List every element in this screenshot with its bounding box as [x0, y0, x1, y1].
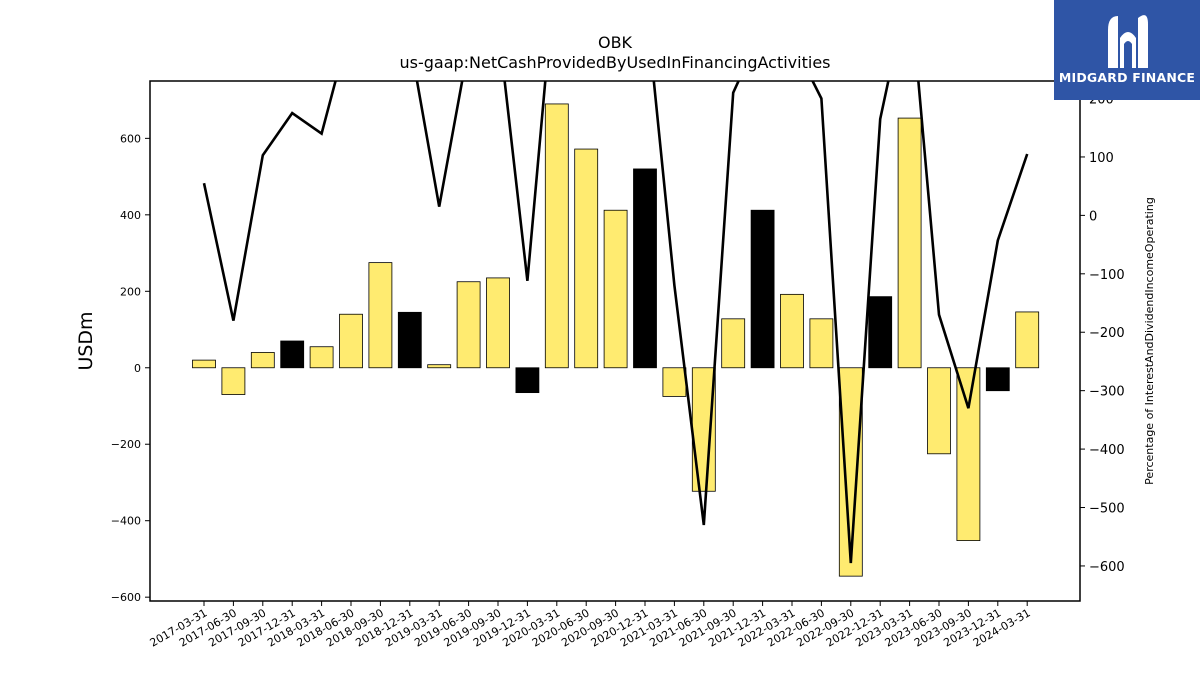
left-tick-label: −200: [111, 438, 141, 451]
left-tick-label: 400: [120, 209, 141, 222]
bar-2022-12-31: [868, 296, 893, 369]
bar-2020-12-31: [633, 168, 657, 369]
bar-2020-06-30: [574, 148, 599, 369]
bar-2021-09-30: [721, 318, 746, 369]
bar-2022-06-30: [809, 318, 834, 369]
bar-2023-12-31: [985, 367, 1010, 392]
bar-2019-03-31: [427, 364, 452, 369]
bar-2022-03-31: [780, 293, 804, 369]
chart-title: OBK: [598, 33, 633, 52]
right-tick-label: −300: [1089, 385, 1125, 400]
bar-2017-09-30: [250, 352, 275, 369]
right-tick-label: −100: [1089, 268, 1125, 283]
brand-logo: MIDGARD FINANCE: [1054, 0, 1200, 100]
chart-subtitle: us-gaap:NetCashProvidedByUsedInFinancing…: [399, 53, 830, 72]
left-tick-label: 0: [134, 362, 141, 375]
left-tick-label: 600: [120, 132, 141, 145]
x-axis: 2017-03-312017-06-302017-09-302017-12-31…: [148, 601, 1033, 650]
bar-2017-03-31: [192, 359, 216, 369]
left-tick-label: 200: [120, 285, 141, 298]
left-tick-label: −400: [111, 515, 141, 528]
bar-2019-12-31: [515, 367, 540, 394]
bar-2023-09-30: [956, 367, 981, 541]
right-tick-label: −400: [1089, 443, 1125, 458]
bar-2022-09-30: [838, 367, 863, 577]
y-axis-label: USDm: [75, 311, 97, 370]
right-tick-label: 0: [1089, 209, 1097, 224]
plot-frame: [149, 80, 1081, 602]
bar-2017-12-31: [280, 340, 305, 369]
y2-axis-label: Percentage of InterestAndDividendIncomeO…: [1143, 197, 1156, 485]
bar-2020-09-30: [603, 209, 628, 369]
bar-2019-09-30: [486, 277, 510, 369]
bar-2021-03-31: [662, 367, 687, 397]
bars-group: [192, 103, 1040, 577]
bar-2018-03-31: [309, 346, 334, 369]
right-tick-label: 100: [1089, 151, 1114, 166]
bar-2023-03-31: [897, 117, 922, 369]
brand-name: MIDGARD FINANCE: [1058, 70, 1196, 85]
bar-2020-03-31: [544, 103, 569, 369]
right-tick-label: −500: [1089, 502, 1125, 517]
bar-2023-06-30: [927, 367, 951, 455]
bar-2019-06-30: [456, 281, 481, 369]
bar-2017-06-30: [221, 367, 246, 395]
bar-2018-06-30: [339, 313, 363, 369]
bar-2018-12-31: [397, 311, 422, 369]
bar-2024-03-31: [1015, 311, 1040, 369]
bar-2021-06-30: [691, 367, 716, 492]
brand-mark-icon: [1108, 15, 1148, 69]
right-tick-label: −200: [1089, 326, 1125, 341]
left-tick-label: −600: [111, 591, 141, 604]
bar-2018-09-30: [368, 262, 393, 369]
left-axis: −600 −400 −200 0 200 400 600: [111, 132, 150, 604]
right-tick-label: −600: [1089, 560, 1125, 575]
bar-2021-12-31: [750, 209, 775, 369]
